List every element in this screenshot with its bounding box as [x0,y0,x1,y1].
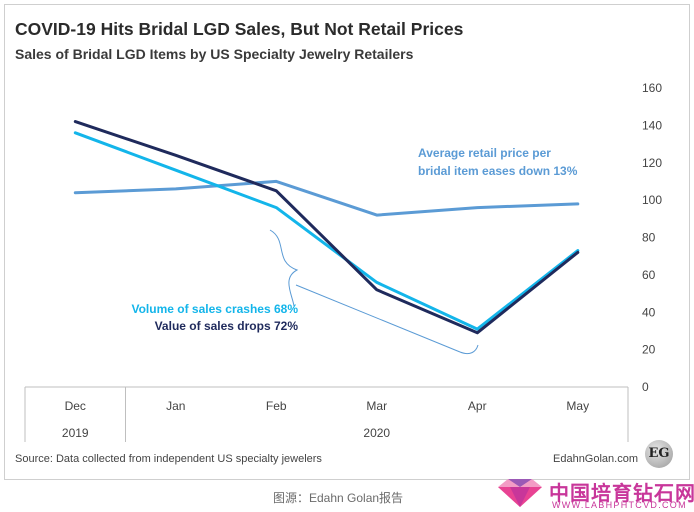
x-tick-label-dec: Dec [65,399,86,413]
y-tick-label-20: 20 [642,343,656,357]
source-note: Source: Data collected from independent … [15,453,322,465]
watermark-chinese: 中国培育钻石网 [549,483,694,505]
y-tick-label-60: 60 [642,268,656,282]
x-group-label-2019: 2019 [62,426,89,440]
volume-callout-brace [269,229,299,307]
x-tick-label-apr: Apr [468,399,487,413]
y-tick-label-100: 100 [642,193,662,207]
y-tick-label-120: 120 [642,156,662,170]
watermark-english: WWW.LABHPHTCVD.COM [552,500,687,510]
y-tick-label-160: 160 [642,81,662,95]
annotation-price-line-2: bridal item eases down 13% [418,164,578,178]
y-tick-label-140: 140 [642,118,662,132]
annotation-volume: Volume of sales crashes 68% [131,302,298,316]
chart-frame [4,4,690,480]
y-tick-label-40: 40 [642,305,656,319]
y-tick-label-0: 0 [642,380,649,394]
brand-badge-icon: EG [645,440,673,468]
y-tick-label-80: 80 [642,231,656,245]
x-tick-label-jan: Jan [166,399,185,413]
volume-callout-leader [295,284,461,353]
x-tick-label-mar: Mar [366,399,387,413]
annotation-value: Value of sales drops 72% [155,319,299,333]
x-tick-label-may: May [566,399,589,413]
annotation-price-line-1: Average retail price per [418,146,551,160]
x-tick-label-feb: Feb [266,399,287,413]
chart-title: COVID-19 Hits Bridal LGD Sales, But Not … [15,19,464,39]
series-line-3 [73,120,580,335]
image-source-caption: 图源：Edahn Golan报告 [273,491,404,505]
brand-url: EdahnGolan.com [553,453,638,465]
series-line-2 [73,131,580,331]
x-group-label-2020: 2020 [363,426,390,440]
series-line-1 [73,179,580,217]
diamond-logo-icon [498,479,542,507]
volume-callout-hook [459,344,479,355]
chart-subtitle: Sales of Bridal LGD Items by US Specialt… [15,46,414,62]
